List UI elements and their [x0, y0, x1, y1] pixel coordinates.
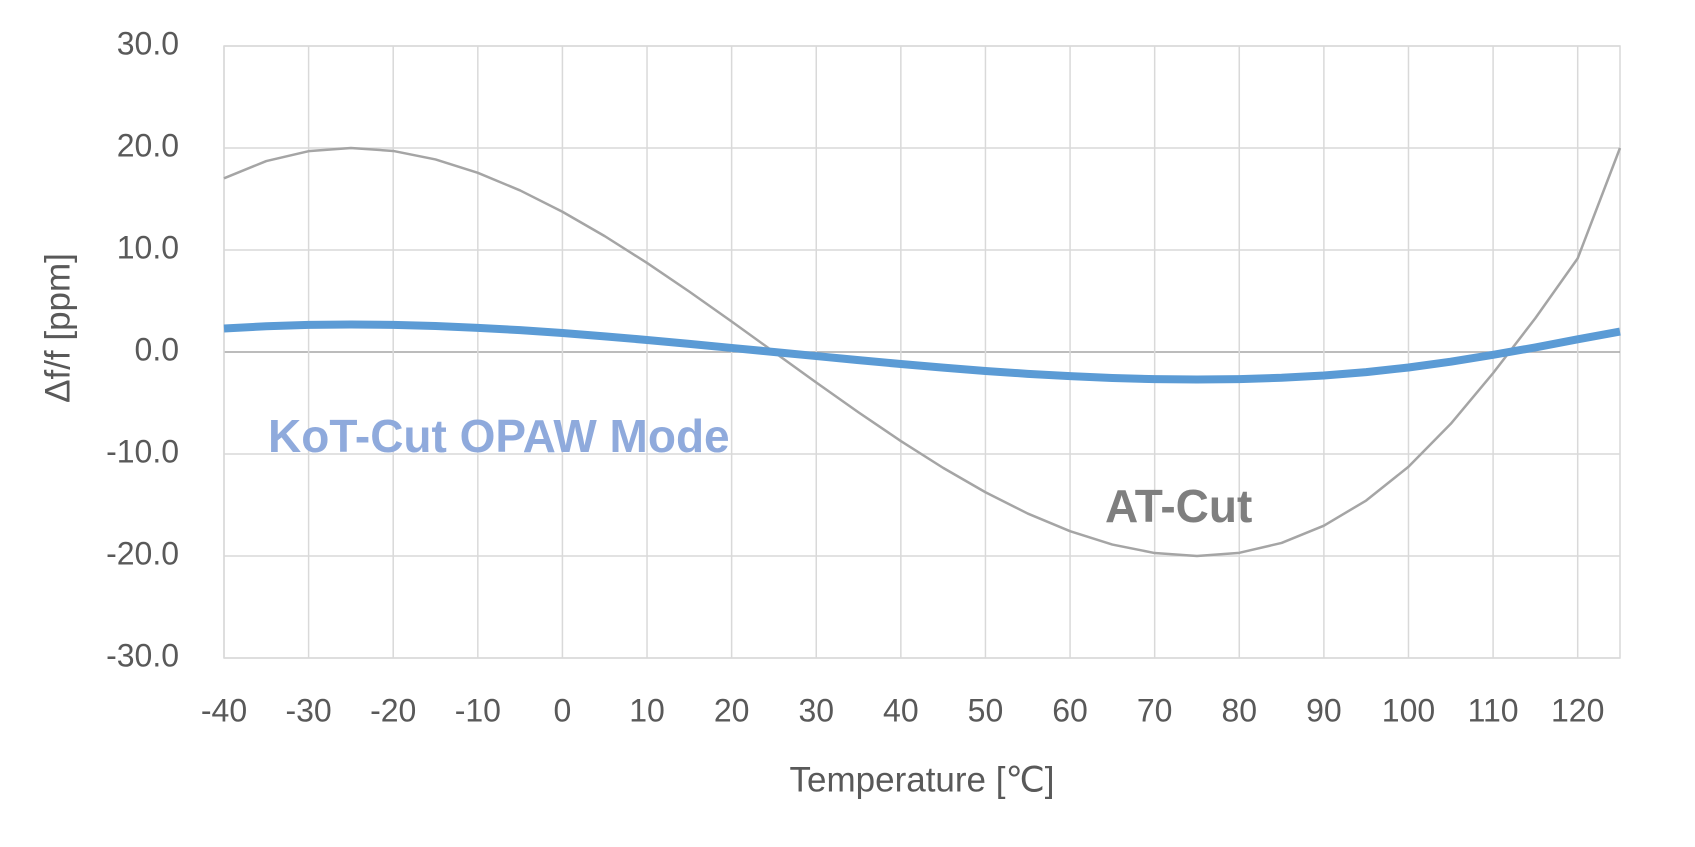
series-line	[223, 146, 1622, 558]
y-tick-label: 0.0	[135, 331, 179, 367]
x-tick-label: -10	[455, 692, 501, 728]
x-tick-label: 70	[1137, 692, 1173, 728]
x-tick-label: 50	[968, 692, 1004, 728]
x-tick-label: 100	[1382, 692, 1435, 728]
y-tick-label: -30.0	[106, 637, 179, 673]
x-tick-label: 110	[1468, 692, 1519, 728]
x-tick-label: 30	[798, 692, 834, 728]
y-tick-label: 30.0	[117, 25, 179, 61]
x-tick-label: 120	[1551, 692, 1604, 728]
x-tick-label: -40	[201, 692, 247, 728]
y-tick-label: -20.0	[106, 535, 179, 571]
x-tick-label: 40	[883, 692, 919, 728]
series-annotation: AT-Cut	[1105, 480, 1252, 532]
x-tick-label: 0	[554, 692, 572, 728]
x-axis-title: Temperature [℃]	[790, 760, 1055, 799]
x-tick-label: 80	[1221, 692, 1257, 728]
x-tick-label: -30	[285, 692, 331, 728]
y-axis-title: Δf/f [ppm]	[38, 253, 77, 403]
y-tick-label: 20.0	[117, 127, 179, 163]
x-tick-label: 90	[1306, 692, 1342, 728]
y-tick-label: 10.0	[117, 229, 179, 265]
x-tick-label: -20	[370, 692, 416, 728]
x-tick-label: 20	[714, 692, 750, 728]
series-line	[223, 320, 1621, 384]
x-tick-label: 60	[1052, 692, 1088, 728]
y-tick-label: -10.0	[106, 433, 179, 469]
series-annotation: KoT-Cut OPAW Mode	[268, 410, 730, 462]
x-tick-label: 10	[629, 692, 665, 728]
